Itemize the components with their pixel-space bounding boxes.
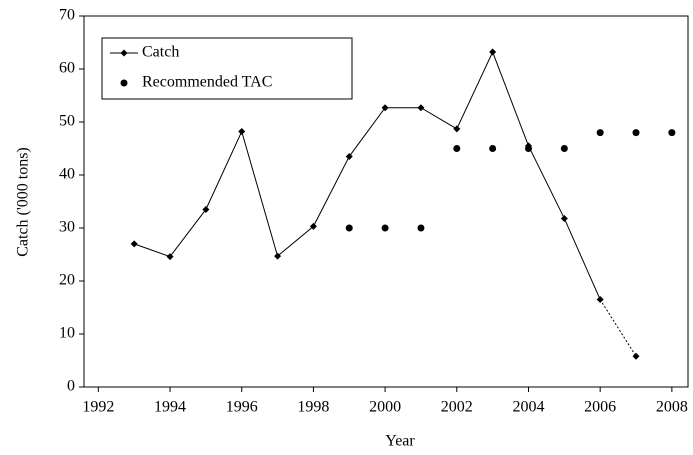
point	[632, 129, 640, 137]
point	[238, 128, 246, 136]
point	[596, 296, 604, 304]
legend-label: Recommended TAC	[142, 74, 272, 91]
point	[417, 104, 425, 112]
catch-line	[134, 50, 601, 300]
y-tick-label: 10	[59, 325, 75, 342]
point	[202, 205, 210, 213]
y-tick-label: 70	[59, 7, 75, 24]
legend-label: Catch	[142, 44, 179, 61]
point	[345, 224, 353, 232]
x-tick-label: 2004	[512, 399, 544, 416]
y-axis-label: Catch ('000 tons)	[15, 147, 32, 257]
x-tick-label: 1998	[297, 399, 329, 416]
catch-line-dotted	[599, 299, 637, 357]
point	[489, 145, 497, 152]
point	[453, 145, 461, 152]
point	[166, 253, 174, 261]
point	[309, 222, 317, 230]
y-tick-label: 60	[59, 60, 75, 77]
x-axis-label: Year	[385, 433, 415, 450]
x-tick-label: 1992	[82, 399, 114, 416]
y-tick-label: 30	[59, 219, 75, 236]
x-tick-label: 2002	[441, 399, 473, 416]
legend-marker	[120, 49, 128, 57]
x-tick-label: 2008	[656, 399, 688, 416]
point	[345, 152, 353, 160]
x-tick-label: 2006	[584, 399, 616, 416]
point	[489, 48, 497, 56]
point	[560, 214, 568, 222]
legend-box	[101, 37, 353, 100]
x-tick-label: 1994	[154, 399, 186, 416]
point	[524, 145, 532, 152]
legend-marker	[120, 79, 128, 87]
y-tick-label: 50	[59, 113, 75, 130]
point	[130, 240, 138, 248]
point	[668, 129, 676, 137]
y-tick-label: 0	[67, 378, 75, 395]
x-tick-label: 1996	[226, 399, 258, 416]
point	[274, 252, 282, 260]
point	[381, 224, 389, 232]
point	[453, 125, 461, 133]
point	[560, 145, 568, 152]
x-tick-label: 2000	[369, 399, 401, 416]
point	[381, 104, 389, 112]
point	[417, 224, 425, 232]
point	[632, 352, 640, 360]
y-tick-label: 40	[59, 166, 75, 183]
point	[596, 129, 604, 137]
y-tick-label: 20	[59, 272, 75, 289]
plot-area	[83, 15, 689, 388]
